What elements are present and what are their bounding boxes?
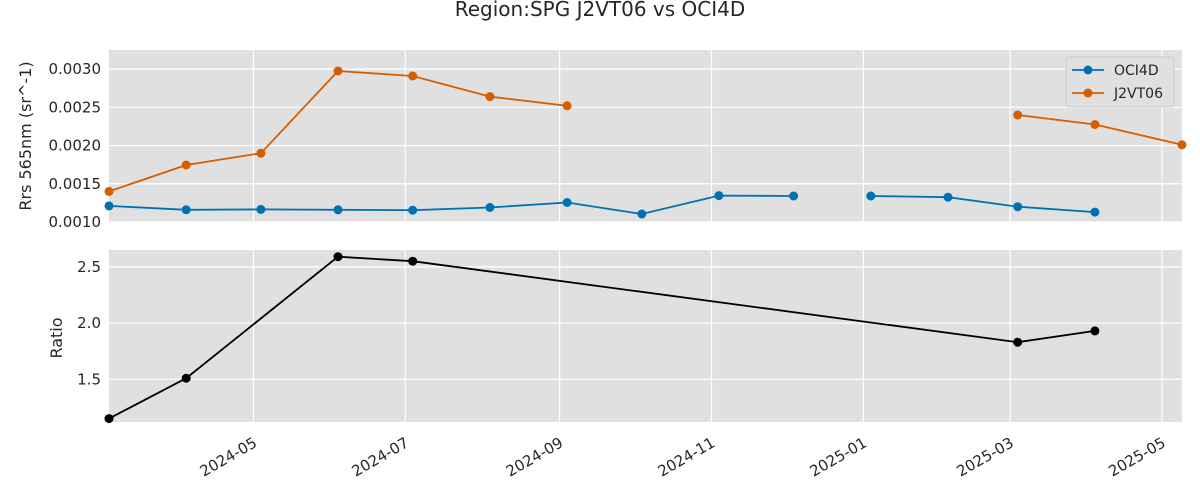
x-tick-label: 2024-07 <box>349 434 412 481</box>
x-tick-label: 2025-05 <box>1105 434 1168 481</box>
data-point-ratio-0 <box>408 256 418 266</box>
y-tick-label: 0.0010 <box>49 213 102 231</box>
y-tick-label: 0.0030 <box>49 60 102 78</box>
data-point-oci4d <box>562 198 572 207</box>
data-point-j2vt06 <box>1090 120 1100 129</box>
x-tick-labels: 2024-05 2024-07 2024-09 2024-11 2025-01 2025-… <box>197 434 1169 481</box>
data-point-oci4d <box>1013 202 1023 212</box>
series-line-oci4d <box>870 195 1095 213</box>
data-point-oci4d <box>1090 207 1100 217</box>
data-point-ratio-0 <box>1090 326 1100 336</box>
bottom-y-gridlines <box>109 266 1182 380</box>
data-point-ratio-0 <box>104 414 114 424</box>
bottom-x-gridlines <box>252 250 1163 422</box>
x-tick-label: 2024-05 <box>197 434 260 481</box>
top-y-tick-labels: 0.0010 0.0015 0.0020 0.0025 0.0030 <box>49 60 102 231</box>
y-tick-label: 1.5 <box>77 370 101 388</box>
y-tick-label: 0.0015 <box>49 175 102 193</box>
y-tick-label: 2.0 <box>77 314 101 332</box>
x-tick-label: 2025-01 <box>807 434 870 481</box>
top-panel: 0.0010 0.0015 0.0020 0.0025 0.0030 Rrs 565nm… <box>16 50 1187 231</box>
data-point-oci4d <box>181 205 191 215</box>
data-point-oci4d <box>714 191 724 201</box>
series-line-oci4d <box>108 194 794 215</box>
chart-title: Region:SPG J2VT06 vs OCI4D <box>455 0 746 21</box>
y-tick-label: 0.0025 <box>49 98 102 116</box>
data-point-j2vt06 <box>562 101 572 111</box>
data-point-oci4d <box>408 205 418 215</box>
data-point-j2vt06 <box>256 148 266 158</box>
bottom-y-axis-label: Ratio <box>47 317 66 358</box>
data-point-oci4d <box>333 205 343 215</box>
data-point-ratio-0 <box>1013 337 1023 347</box>
legend-oci4d-marker <box>1083 65 1093 75</box>
data-point-j2vt06 <box>333 66 343 76</box>
top-plot-area <box>109 50 1182 222</box>
top-y-axis-label: Rrs 565nm (sr^-1) <box>16 61 35 210</box>
legend-j2vt06-label: J2VT06 <box>1113 86 1163 102</box>
data-point-ratio-0 <box>181 373 191 383</box>
x-tick-label: 2025-03 <box>954 434 1017 481</box>
data-point-oci4d <box>256 204 266 214</box>
data-point-oci4d <box>485 203 495 212</box>
data-point-j2vt06 <box>1177 140 1187 150</box>
bottom-series-layer <box>104 252 1100 424</box>
data-point-j2vt06 <box>104 186 114 196</box>
top-y-gridlines <box>109 68 1182 223</box>
bottom-panel: 1.5 2.0 2.5 Ratio <box>47 250 1182 424</box>
legend-oci4d-label: OCI4D <box>1114 63 1159 79</box>
y-tick-label: 2.5 <box>77 258 101 276</box>
data-point-j2vt06 <box>181 160 191 170</box>
data-point-j2vt06 <box>485 92 495 102</box>
top-series-layer <box>104 66 1187 219</box>
data-point-j2vt06 <box>1013 110 1023 120</box>
data-point-j2vt06 <box>408 71 418 81</box>
legend-j2vt06-marker <box>1083 88 1093 98</box>
bottom-plot-area <box>109 250 1182 422</box>
series-line-ratio-0 <box>108 255 1096 420</box>
legend: OCI4D J2VT06 <box>1065 56 1175 108</box>
y-tick-label: 0.0020 <box>49 137 102 155</box>
x-tick-label: 2024-09 <box>503 434 566 481</box>
data-point-oci4d <box>104 201 114 211</box>
x-tick-label: 2024-11 <box>655 434 718 481</box>
data-point-oci4d <box>866 191 876 201</box>
data-point-oci4d <box>789 191 799 201</box>
bottom-y-tick-labels: 1.5 2.0 2.5 <box>77 258 101 388</box>
data-point-oci4d <box>943 192 953 202</box>
data-point-oci4d <box>637 209 647 219</box>
data-point-ratio-0 <box>333 252 343 262</box>
